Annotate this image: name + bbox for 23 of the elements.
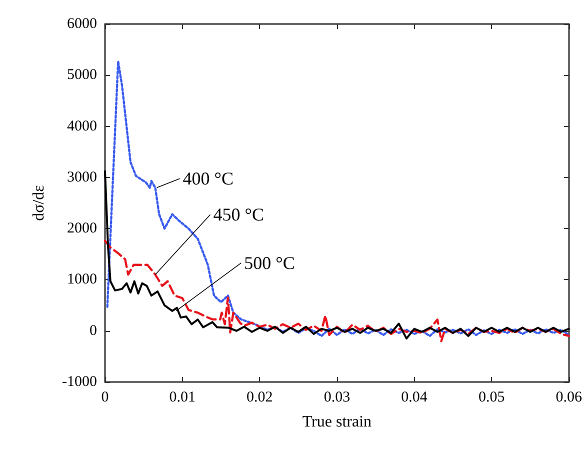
y-tick-label: 0 — [90, 322, 97, 339]
annotation: 400 °C — [182, 168, 234, 189]
x-tick-label: 0.02 — [246, 390, 273, 406]
y-tick-label: 5000 — [67, 67, 97, 84]
x-tick-label: 0.03 — [324, 390, 350, 406]
x-tick-label: 0.01 — [169, 390, 196, 406]
x-tick-label: 0.04 — [401, 390, 428, 406]
x-tick-label: 0.06 — [556, 390, 582, 406]
x-tick-label: 0.05 — [478, 390, 505, 406]
line-series — [104, 240, 570, 342]
line-series — [106, 60, 570, 338]
y-axis-title: dσ/dε — [30, 184, 48, 221]
y-tick-label: 6000 — [67, 16, 97, 32]
line-series — [104, 170, 570, 340]
y-tick-label: 3000 — [67, 169, 97, 186]
y-tick-label: -1000 — [62, 374, 97, 390]
annotation: 450 °C — [213, 204, 264, 225]
y-tick-label: 1000 — [67, 272, 97, 288]
y-tick-label: 2000 — [67, 220, 97, 237]
y-tick-label: 4000 — [67, 118, 97, 134]
annotation: 500 °C — [244, 252, 295, 273]
x-tick-label: 0 — [101, 390, 109, 406]
x-axis-title: True strain — [302, 414, 372, 430]
